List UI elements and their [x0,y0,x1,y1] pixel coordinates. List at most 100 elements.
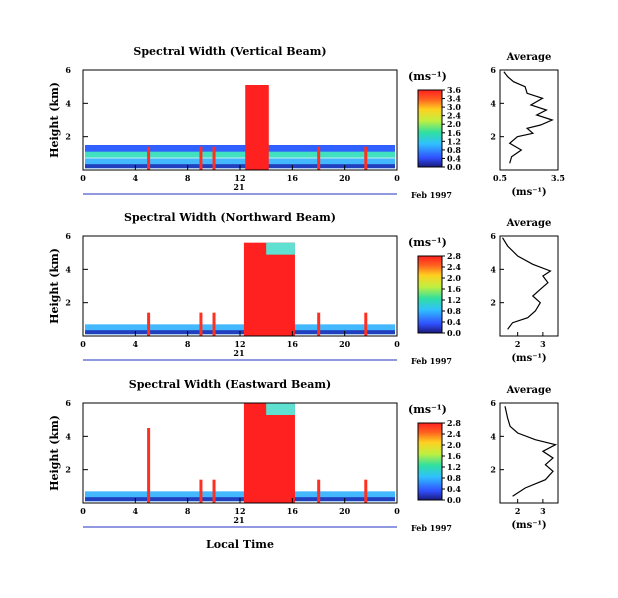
average-y-tick-label: 2 [490,465,496,475]
colorbar-tick-label: 0.0 [447,328,461,338]
heatmap-low-band [85,491,395,502]
heatmap-red-burst [243,403,295,503]
panel-vertical-beam: Spectral Width (Vertical Beam) 6 4 2 Height … [48,45,565,200]
average-x-tick-label: 3 [540,339,546,349]
colorbar-tick-label: 0.0 [447,162,461,172]
x-tick-label: 0 [394,506,400,516]
average-profile-line [503,71,554,164]
colorbar-tick-label: 1.2 [447,295,461,305]
average-y-tick-label: 2 [490,132,496,142]
average-title: Average [506,52,552,63]
colorbar-unit-label: (ms⁻¹) [408,403,447,416]
x-axis-title: Local Time [206,538,274,551]
heatmap-spike [364,479,368,503]
heatmap-spike [317,312,321,336]
heatmap-low-band [85,324,395,335]
average-profile-line [504,406,558,497]
y-tick-label: 4 [65,264,71,274]
colorbar-tick-label: 1.6 [447,128,461,138]
colorbar-tick-label: 2.0 [447,273,461,283]
colorbar-unit-label: (ms⁻¹) [408,70,447,83]
heatmap-red-burst [245,85,269,170]
y-tick-label: 2 [65,465,71,475]
colorbar-tick-label: 0.4 [447,484,461,494]
y-axis-label: Height (km) [48,415,61,491]
colorbar-tick-label: 2.4 [447,429,461,439]
heatmap-spike [364,146,368,170]
colorbar-tick-label: 0.0 [447,495,461,505]
panel-title: Spectral Width (Northward Beam) [124,211,336,224]
x-tick-label: 20 [339,339,351,349]
colorbar-tick-label: 1.2 [447,462,461,472]
x-tick-label: 12 [234,173,245,183]
x-tick-label: 0 [394,339,400,349]
x-tick-label: 12 [234,339,245,349]
average-title: Average [506,218,552,229]
average-x-label: (ms⁻¹) [511,187,546,198]
average-x-label: (ms⁻¹) [511,520,546,531]
colorbar-tick-label: 2.4 [447,262,461,272]
x-tick-label: 12 [234,506,245,516]
heatmap-spike [317,146,321,170]
average-profile-line [501,237,552,330]
colorbar-tick-label: 0.4 [447,317,461,327]
colorbar-tick-label: 0.4 [447,153,461,163]
average-x-tick-label: 3.5 [551,173,565,183]
colorbar-tick-label: 3.4 [447,94,461,104]
average-y-tick-label: 6 [490,65,496,75]
x-tick-label: 20 [339,506,351,516]
x-tick-label: 4 [133,506,139,516]
y-tick-label: 6 [65,231,71,241]
colorbar-tick-label: 1.2 [447,136,461,146]
heatmap-spike [212,146,216,170]
average-x-tick-label: 2 [515,506,521,516]
x-tick-label: 8 [185,339,191,349]
date-label: Feb 1997 [411,523,452,533]
average-y-tick-label: 4 [490,431,496,441]
heatmap-spike [147,312,151,336]
heatmap-spike [364,312,368,336]
heatmap-red-burst [243,242,295,336]
y-tick-label: 2 [65,298,71,308]
average-y-tick-label: 2 [490,298,496,308]
colorbar-tick-label: 2.0 [447,119,461,129]
day-label: 21 [233,182,244,192]
panel-title: Spectral Width (Eastward Beam) [129,378,331,391]
average-frame [499,235,559,337]
y-tick-label: 6 [65,398,71,408]
plot-frame [82,235,398,337]
y-axis-label: Height (km) [48,248,61,324]
heatmap-spike [317,479,321,503]
average-y-tick-label: 6 [490,398,496,408]
heatmap-spike [199,479,203,503]
x-tick-label: 0 [80,506,86,516]
panel-northward-beam: Spectral Width (Northward Beam) 6 4 2 Height… [48,211,559,366]
colorbar-tick-label: 3.0 [447,102,461,112]
x-tick-label: 0 [394,173,400,183]
heatmap-mid-band [85,151,395,158]
x-tick-label: 4 [133,173,139,183]
heatmap-field [85,85,395,170]
plot-frame [82,402,398,504]
heatmap-spike [199,146,203,170]
colorbar-tick-label: 3.6 [447,85,461,95]
y-tick-label: 2 [65,132,71,142]
average-frame [499,402,559,504]
x-tick-label: 20 [339,173,351,183]
heatmap-spike [212,312,216,336]
x-tick-label: 16 [287,339,299,349]
average-y-tick-label: 4 [490,264,496,274]
colorbar-tick-label: 0.8 [447,306,461,316]
colorbar [417,422,443,501]
day-label: 21 [233,348,244,358]
heatmap-spike [147,428,151,503]
x-tick-label: 0 [80,339,86,349]
heatmap-spike [212,479,216,503]
panel-title: Spectral Width (Vertical Beam) [133,45,326,58]
heatmap-field [85,242,395,336]
day-label: 21 [233,515,244,525]
heatmap-spike [147,146,151,170]
y-tick-label: 4 [65,98,71,108]
y-tick-label: 4 [65,431,71,441]
